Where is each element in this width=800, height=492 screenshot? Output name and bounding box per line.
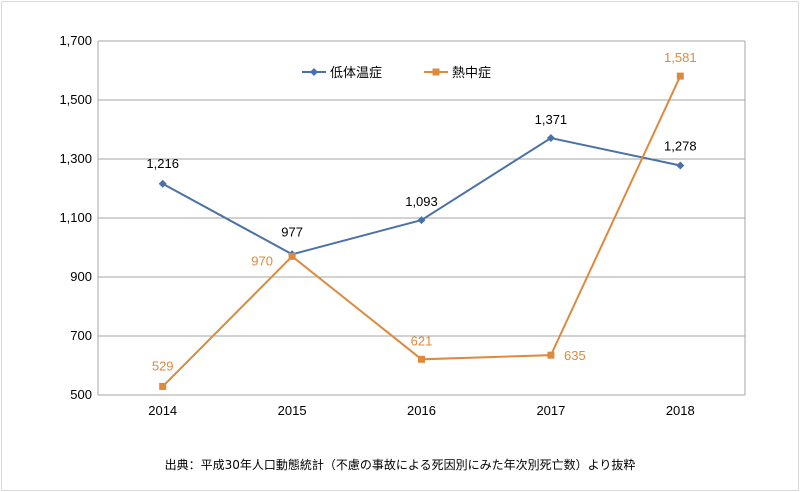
- y-tick-label: 1,300: [59, 151, 92, 166]
- data-label: 970: [251, 253, 273, 268]
- source-note: 出典：平成30年人口動態統計（不慮の事故による死因別にみた年次別死亡数）より抜粋: [165, 457, 636, 472]
- data-point: [546, 134, 555, 143]
- legend: 低体温症 熱中症: [302, 66, 491, 81]
- x-tick-label: 2017: [536, 403, 565, 418]
- legend-marker: [432, 68, 440, 76]
- data-label: 529: [152, 358, 174, 373]
- data-point: [158, 179, 167, 188]
- x-tick-label: 2015: [278, 403, 307, 418]
- data-point: [418, 355, 425, 363]
- series: [158, 72, 685, 390]
- data-label: 977: [281, 224, 303, 239]
- data-point: [676, 161, 685, 170]
- x-tick-label: 2016: [407, 403, 436, 418]
- x-tick-label: 2014: [148, 403, 177, 418]
- data-point: [417, 216, 426, 225]
- legend-entry: 低体温症: [330, 66, 382, 81]
- data-point: [288, 252, 296, 260]
- data-label: 1,278: [664, 138, 697, 153]
- data-point: [159, 382, 167, 390]
- data-label: 1,093: [405, 194, 438, 209]
- data-point: [547, 351, 555, 359]
- data-label: 621: [411, 333, 433, 348]
- y-tick-label: 1,500: [59, 92, 92, 107]
- axes: 500 700 900 1,100 1,300 1,500 1,700 2014 2015 201…: [59, 33, 746, 418]
- data-label: 1,581: [664, 50, 697, 65]
- data-label: 1,216: [146, 156, 179, 171]
- y-tick-label: 1,700: [59, 33, 92, 48]
- x-tick-label: 2018: [666, 403, 695, 418]
- data-label: 1,371: [535, 112, 568, 127]
- gridlines: [98, 40, 745, 396]
- y-tick-label: 900: [70, 269, 92, 284]
- y-tick-label: 700: [70, 328, 92, 343]
- y-tick-label: 500: [70, 387, 92, 402]
- data-point: [676, 72, 684, 80]
- data-label: 635: [564, 348, 586, 363]
- data-labels: 1,216 977 1,093 1,371 1,278 529 970 621 635 1,581: [146, 50, 696, 373]
- legend-marker: [310, 68, 318, 76]
- legend-entry: 熱中症: [452, 66, 491, 81]
- y-tick-label: 1,100: [59, 210, 92, 225]
